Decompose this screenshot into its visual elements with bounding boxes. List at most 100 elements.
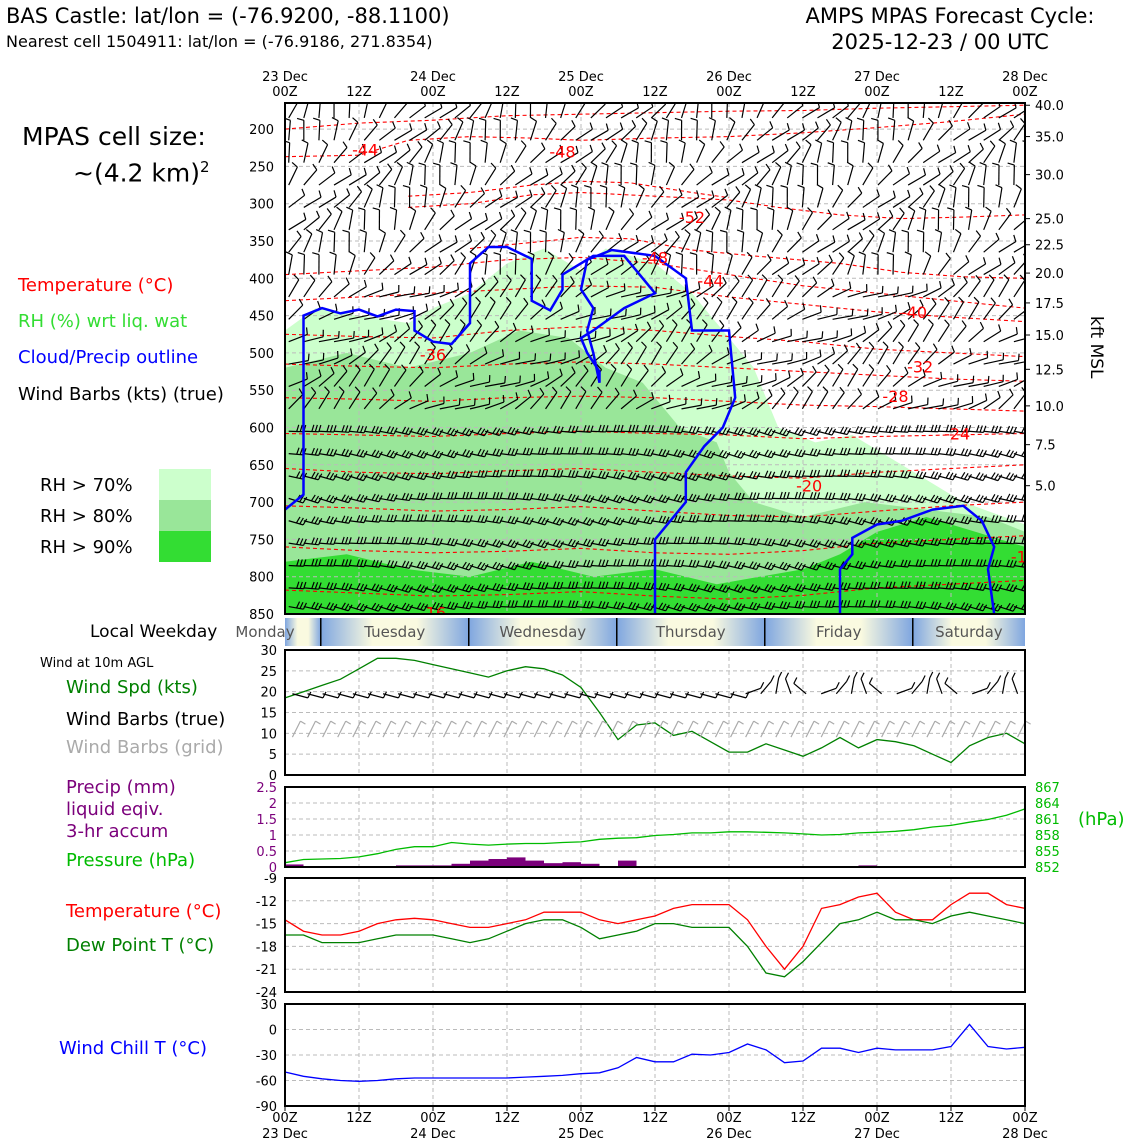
wind-barb-flag — [648, 210, 653, 218]
wind-barb-flag — [658, 319, 665, 327]
wind-barb-flag — [515, 392, 519, 400]
wind-barb — [983, 238, 1000, 253]
wind-barb — [1013, 338, 1025, 343]
wind-barb — [771, 393, 786, 410]
wind-barb-flag — [356, 582, 361, 590]
wind-barb-flag — [650, 449, 655, 457]
wind-barb-flag — [348, 516, 353, 524]
wind-barb-flag — [827, 540, 833, 547]
wind-barb-flag — [703, 426, 709, 434]
wind-barb-flag — [923, 168, 927, 176]
wind-barb — [318, 232, 324, 253]
wind-barb-flag — [571, 184, 579, 189]
wind-barb-flag — [1022, 140, 1025, 143]
wind-barb-flag — [426, 393, 429, 402]
wind-barb-flag — [725, 586, 731, 593]
wind-barb-flag — [794, 275, 800, 282]
wind-barb-flag — [540, 206, 548, 211]
wind-barb-flag — [420, 492, 425, 500]
wind-barb — [590, 210, 596, 230]
wind-barb-flag — [812, 276, 818, 284]
wind-barb — [741, 189, 752, 208]
wind-barb-true — [986, 681, 999, 695]
wind-barb — [983, 263, 1002, 276]
wind-barb — [877, 196, 896, 208]
wind-barb-flag — [782, 584, 788, 592]
wind-barb-flag — [897, 140, 904, 146]
wind-barb-flag — [435, 514, 439, 522]
wind-barb-true — [745, 687, 761, 695]
wind-barb-grid-flag — [436, 720, 442, 725]
wind-barb-flag — [559, 301, 563, 309]
wind-barb-flag — [493, 252, 501, 256]
wind-barb — [484, 103, 493, 119]
wind-barb — [862, 453, 878, 455]
wind-barb-flag — [498, 189, 503, 197]
wind-barb-flag — [302, 496, 308, 504]
wind-barb-flag — [374, 450, 380, 458]
wind-barb — [801, 282, 818, 298]
wind-barb — [620, 520, 636, 525]
wind-barb-flag — [298, 298, 304, 306]
wind-barb — [590, 391, 603, 410]
wind-barb-flag — [991, 515, 995, 522]
wind-barb-flag — [953, 145, 957, 153]
wind-barb — [590, 335, 611, 343]
wind-barb-flag — [846, 103, 850, 106]
wind-barb-flag — [661, 495, 667, 502]
wind-barb — [621, 430, 637, 433]
wind-barb-flag — [1030, 117, 1036, 121]
wind-barb — [605, 289, 626, 298]
wind-barb — [394, 129, 412, 141]
wind-barb — [409, 542, 425, 546]
wind-barb — [938, 564, 954, 567]
wind-barb-flag — [979, 583, 984, 591]
wind-barb-true — [685, 693, 701, 699]
wind-barb — [454, 430, 470, 437]
wind-barb-flag — [437, 367, 442, 375]
wind-barb — [454, 497, 470, 500]
wind-barb — [832, 475, 848, 478]
wind-barb-true — [443, 693, 460, 699]
wind-barb-grid — [548, 720, 558, 738]
wind-barb-flag — [677, 515, 682, 523]
wind-barb-flag — [692, 450, 697, 458]
wind-barb-flag — [1043, 605, 1047, 611]
wind-barb-flag — [344, 559, 349, 567]
wind-barb — [363, 103, 369, 119]
wind-barb-flag — [771, 539, 776, 547]
wind-barb — [817, 369, 830, 387]
wind-barb-flag — [619, 122, 624, 130]
temp-contour-label: -48 — [642, 248, 668, 267]
wind-barb-flag — [710, 279, 714, 287]
wind-barb — [303, 587, 319, 590]
wind-barb-flag — [674, 230, 680, 238]
wind-barb-flag — [795, 141, 801, 148]
wind-barb — [847, 587, 863, 590]
wind-barb-flag — [960, 558, 965, 566]
wind-barb — [454, 121, 464, 141]
wind-barb — [892, 212, 905, 231]
pressure-tick-label: 200 — [249, 123, 274, 138]
wind-barb-flag — [568, 425, 572, 433]
wind-barb — [424, 144, 434, 163]
panel-tick-label: 2 — [269, 797, 277, 812]
wind-barb-flag — [707, 473, 712, 480]
wind-barb — [756, 587, 772, 593]
wind-barb — [379, 151, 397, 164]
wind-barb — [590, 587, 606, 590]
wind-barb-true-flag — [428, 691, 433, 699]
wind-barb — [696, 196, 715, 208]
wind-barb-flag — [673, 425, 678, 433]
wind-barb-grid — [322, 720, 332, 738]
wind-barb — [1029, 498, 1044, 500]
top-hour-label: 00Z — [568, 85, 594, 100]
wind-barb-flag — [918, 495, 924, 503]
wind-barb — [485, 475, 501, 478]
wind-barb-flag — [450, 585, 456, 592]
wind-barb-flag — [371, 472, 377, 479]
wind-barb-flag — [692, 426, 697, 434]
wind-barb — [741, 257, 753, 275]
wind-barb — [454, 542, 470, 547]
wind-barb — [515, 430, 531, 436]
